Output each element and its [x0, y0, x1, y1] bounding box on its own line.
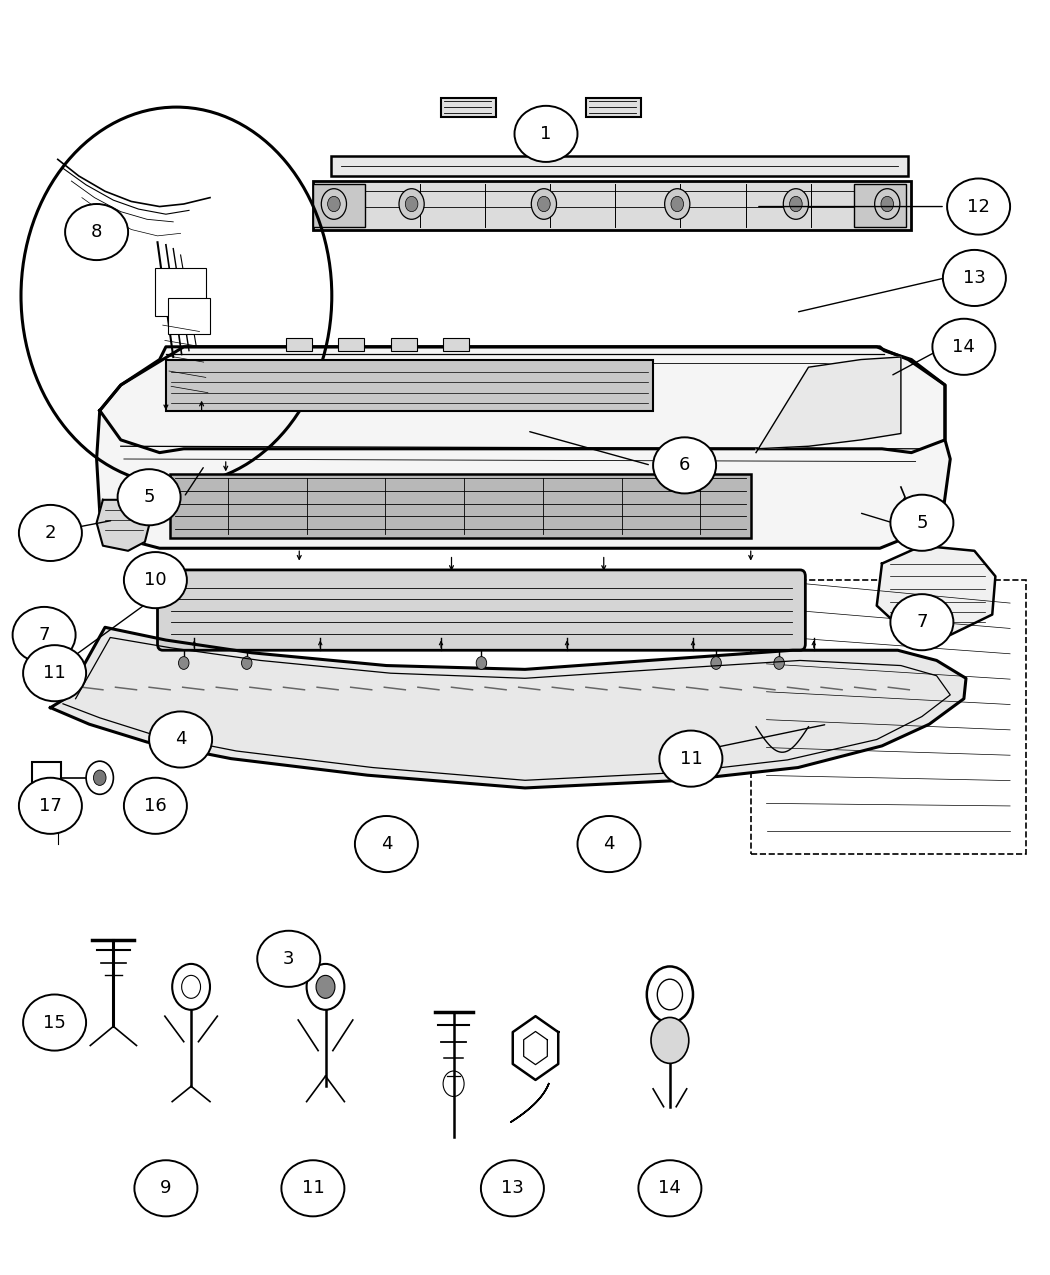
Ellipse shape	[481, 1160, 544, 1216]
Ellipse shape	[281, 1160, 344, 1216]
Circle shape	[774, 657, 784, 669]
Ellipse shape	[659, 731, 722, 787]
FancyBboxPatch shape	[586, 98, 640, 117]
Ellipse shape	[19, 778, 82, 834]
Text: 9: 9	[161, 1179, 171, 1197]
Text: 6: 6	[679, 456, 690, 474]
Circle shape	[307, 964, 344, 1010]
Ellipse shape	[13, 607, 76, 663]
Text: 11: 11	[301, 1179, 324, 1197]
Text: 3: 3	[284, 950, 294, 968]
Text: 12: 12	[967, 198, 990, 215]
Polygon shape	[512, 1016, 559, 1080]
Circle shape	[711, 657, 721, 669]
Text: 8: 8	[91, 223, 102, 241]
FancyBboxPatch shape	[168, 298, 210, 334]
Text: 11: 11	[43, 664, 66, 682]
Circle shape	[242, 657, 252, 669]
Circle shape	[321, 189, 347, 219]
FancyBboxPatch shape	[854, 184, 906, 227]
Circle shape	[671, 196, 684, 212]
Text: 4: 4	[381, 835, 392, 853]
FancyBboxPatch shape	[313, 184, 365, 227]
Ellipse shape	[947, 179, 1010, 235]
Circle shape	[399, 189, 424, 219]
Circle shape	[875, 189, 900, 219]
Text: 2: 2	[45, 524, 56, 542]
Ellipse shape	[23, 645, 86, 701]
Text: 13: 13	[963, 269, 986, 287]
Text: 10: 10	[144, 571, 167, 589]
Ellipse shape	[943, 250, 1006, 306]
Ellipse shape	[149, 711, 212, 768]
Ellipse shape	[890, 495, 953, 551]
FancyBboxPatch shape	[155, 268, 206, 316]
Ellipse shape	[19, 505, 82, 561]
FancyBboxPatch shape	[751, 580, 1026, 854]
Polygon shape	[100, 347, 945, 453]
Text: 4: 4	[604, 835, 614, 853]
Text: 17: 17	[39, 797, 62, 815]
Circle shape	[477, 657, 487, 669]
Ellipse shape	[118, 469, 181, 525]
Text: 11: 11	[679, 750, 702, 768]
Circle shape	[783, 189, 808, 219]
Text: 5: 5	[917, 514, 927, 532]
FancyBboxPatch shape	[338, 338, 364, 351]
Text: 1: 1	[541, 125, 551, 143]
Circle shape	[881, 196, 894, 212]
Text: 14: 14	[658, 1179, 681, 1197]
Circle shape	[178, 657, 189, 669]
Text: 7: 7	[39, 626, 49, 644]
FancyBboxPatch shape	[331, 156, 908, 176]
Ellipse shape	[124, 552, 187, 608]
Circle shape	[93, 770, 106, 785]
Text: 16: 16	[144, 797, 167, 815]
Ellipse shape	[23, 994, 86, 1051]
Circle shape	[328, 196, 340, 212]
Circle shape	[172, 964, 210, 1010]
FancyBboxPatch shape	[32, 762, 61, 790]
Ellipse shape	[514, 106, 578, 162]
Circle shape	[647, 966, 693, 1023]
Text: 4: 4	[175, 731, 186, 748]
Ellipse shape	[578, 816, 640, 872]
Ellipse shape	[257, 931, 320, 987]
Circle shape	[790, 196, 802, 212]
Ellipse shape	[124, 778, 187, 834]
Ellipse shape	[890, 594, 953, 650]
FancyBboxPatch shape	[286, 338, 312, 351]
Ellipse shape	[638, 1160, 701, 1216]
Circle shape	[405, 196, 418, 212]
FancyBboxPatch shape	[313, 181, 911, 230]
Ellipse shape	[653, 437, 716, 493]
FancyBboxPatch shape	[158, 570, 805, 650]
Ellipse shape	[65, 204, 128, 260]
Text: 15: 15	[43, 1014, 66, 1031]
Text: 5: 5	[144, 488, 154, 506]
Circle shape	[86, 761, 113, 794]
FancyBboxPatch shape	[391, 338, 417, 351]
FancyBboxPatch shape	[443, 338, 469, 351]
Polygon shape	[97, 500, 149, 551]
Circle shape	[651, 1017, 689, 1063]
Circle shape	[531, 189, 556, 219]
Text: 13: 13	[501, 1179, 524, 1197]
Text: 14: 14	[952, 338, 975, 356]
FancyBboxPatch shape	[166, 360, 653, 411]
Polygon shape	[511, 1084, 549, 1122]
Polygon shape	[756, 357, 901, 453]
Ellipse shape	[932, 319, 995, 375]
Circle shape	[538, 196, 550, 212]
Ellipse shape	[355, 816, 418, 872]
Polygon shape	[97, 347, 950, 548]
FancyBboxPatch shape	[170, 474, 751, 538]
Circle shape	[316, 975, 335, 998]
FancyBboxPatch shape	[441, 98, 496, 117]
Polygon shape	[50, 627, 966, 788]
Text: 7: 7	[917, 613, 927, 631]
Polygon shape	[877, 546, 995, 635]
Circle shape	[665, 189, 690, 219]
Ellipse shape	[134, 1160, 197, 1216]
